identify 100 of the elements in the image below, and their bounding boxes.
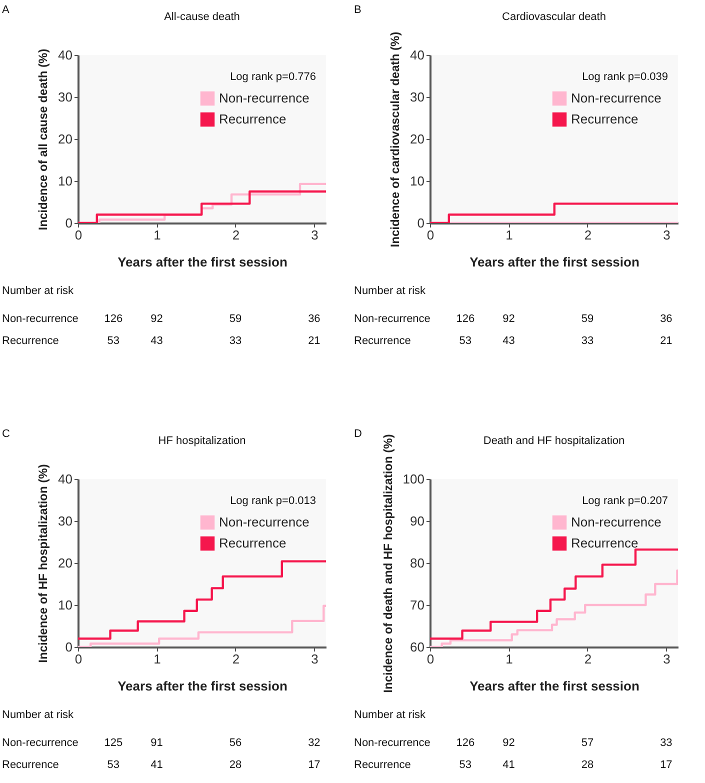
y-tick-label: 90: [410, 514, 424, 528]
legend-label: Recurrence: [219, 112, 286, 126]
text: Non-recurrence: [354, 737, 430, 749]
text: 17: [660, 759, 672, 771]
text: 43: [150, 335, 163, 347]
text: 126: [456, 737, 475, 749]
x-tick-label: 3: [663, 652, 670, 666]
text: 53: [459, 335, 472, 347]
text: 43: [502, 335, 515, 347]
text: 126: [456, 313, 475, 325]
annotation: Log rank p=0.013: [230, 495, 316, 507]
legend-label: Recurrence: [571, 112, 638, 126]
text: B: [354, 4, 362, 16]
y-tick-label: 40: [410, 48, 424, 62]
x-tick-label: 3: [311, 228, 318, 242]
y-tick-label: 20: [58, 556, 72, 570]
y-tick-label: 30: [58, 514, 72, 528]
x-tick-label: 3: [311, 652, 318, 666]
y-axis-title: Incidence of death and HF hospitalization (%): [380, 434, 395, 693]
text: 33: [660, 737, 672, 749]
text: 92: [502, 737, 515, 749]
y-tick-label: 0: [65, 640, 72, 654]
text: 32: [308, 737, 320, 749]
x-tick-label: 1: [154, 228, 161, 242]
text: 36: [660, 313, 672, 325]
y-tick-label: 30: [58, 90, 72, 104]
text: 92: [502, 313, 515, 325]
legend-label: Non-recurrence: [571, 90, 662, 106]
chart-title: Cardiovascular death: [502, 11, 606, 23]
text: 41: [150, 759, 163, 771]
y-tick-label: 10: [410, 174, 424, 188]
legend-label: Non-recurrence: [219, 514, 310, 530]
x-axis-title: Years after the first session: [470, 254, 640, 270]
text: 53: [107, 335, 120, 347]
x-tick-label: 1: [506, 652, 513, 666]
text: Non-recurrence: [2, 313, 78, 325]
legend-label: Non-recurrence: [219, 90, 310, 106]
y-tick-label: 10: [58, 598, 72, 612]
text: 91: [150, 737, 163, 749]
text: 56: [229, 737, 242, 749]
text: 53: [107, 759, 120, 771]
y-tick-label: 70: [410, 598, 424, 612]
y-tick-label: 30: [410, 90, 424, 104]
text: Number at risk: [354, 285, 426, 297]
y-axis-title: Incidence of cardiovascular death (%): [388, 32, 402, 248]
y-tick-label: 40: [58, 472, 72, 486]
text: 33: [581, 335, 594, 347]
text: 28: [229, 759, 242, 771]
text: Recurrence: [354, 759, 411, 771]
text: 41: [502, 759, 515, 771]
y-tick-label: 20: [58, 132, 72, 146]
x-axis-title: Years after the first session: [470, 678, 640, 694]
chart-title: HF hospitalization: [158, 435, 246, 447]
annotation: Log rank p=0.207: [582, 495, 668, 507]
y-axis-title: Incidence of all cause death (%): [36, 48, 50, 230]
x-axis-title: Years after the first session: [118, 678, 288, 694]
text: 28: [581, 759, 594, 771]
y-axis-title: Incidence of HF hospitalization (%): [36, 464, 50, 663]
annotation: Log rank p=0.776: [230, 71, 316, 83]
y-tick-label: 20: [410, 132, 424, 146]
x-tick-label: 2: [584, 652, 592, 666]
y-tick-label: 0: [65, 216, 72, 230]
text: Non-recurrence: [2, 737, 78, 749]
text: A: [2, 4, 10, 16]
x-tick-label: 0: [74, 228, 82, 242]
text: Number at risk: [2, 709, 74, 721]
text: 125: [104, 737, 123, 749]
text: 92: [150, 313, 163, 325]
text: 36: [308, 313, 320, 325]
text: 126: [104, 313, 123, 325]
y-tick-label: 80: [410, 556, 424, 570]
x-tick-label: 0: [426, 228, 434, 242]
annotation: Log rank p=0.039: [582, 71, 668, 83]
text: Recurrence: [354, 335, 411, 347]
text: 21: [308, 335, 320, 347]
text: 59: [581, 313, 594, 325]
x-tick-label: 0: [426, 652, 434, 666]
text: Number at risk: [2, 285, 74, 297]
text: C: [2, 428, 10, 440]
text: Recurrence: [2, 335, 59, 347]
legend-label: Recurrence: [571, 536, 638, 550]
x-axis-title: Years after the first session: [118, 254, 288, 270]
y-tick-label: 40: [58, 48, 72, 62]
x-tick-label: 2: [232, 228, 240, 242]
text: D: [354, 428, 362, 440]
y-tick-label: 10: [58, 174, 72, 188]
y-tick-label: 100: [402, 472, 424, 486]
x-tick-label: 0: [74, 652, 82, 666]
x-tick-label: 2: [584, 228, 592, 242]
x-tick-label: 1: [154, 652, 161, 666]
text: 17: [308, 759, 320, 771]
text: Recurrence: [2, 759, 59, 771]
text: Number at risk: [354, 709, 426, 721]
text: 21: [660, 335, 672, 347]
text: 59: [229, 313, 242, 325]
x-tick-label: 2: [232, 652, 240, 666]
x-tick-label: 1: [506, 228, 513, 242]
text: 57: [581, 737, 594, 749]
x-tick-label: 3: [663, 228, 670, 242]
legend-label: Non-recurrence: [571, 514, 662, 530]
